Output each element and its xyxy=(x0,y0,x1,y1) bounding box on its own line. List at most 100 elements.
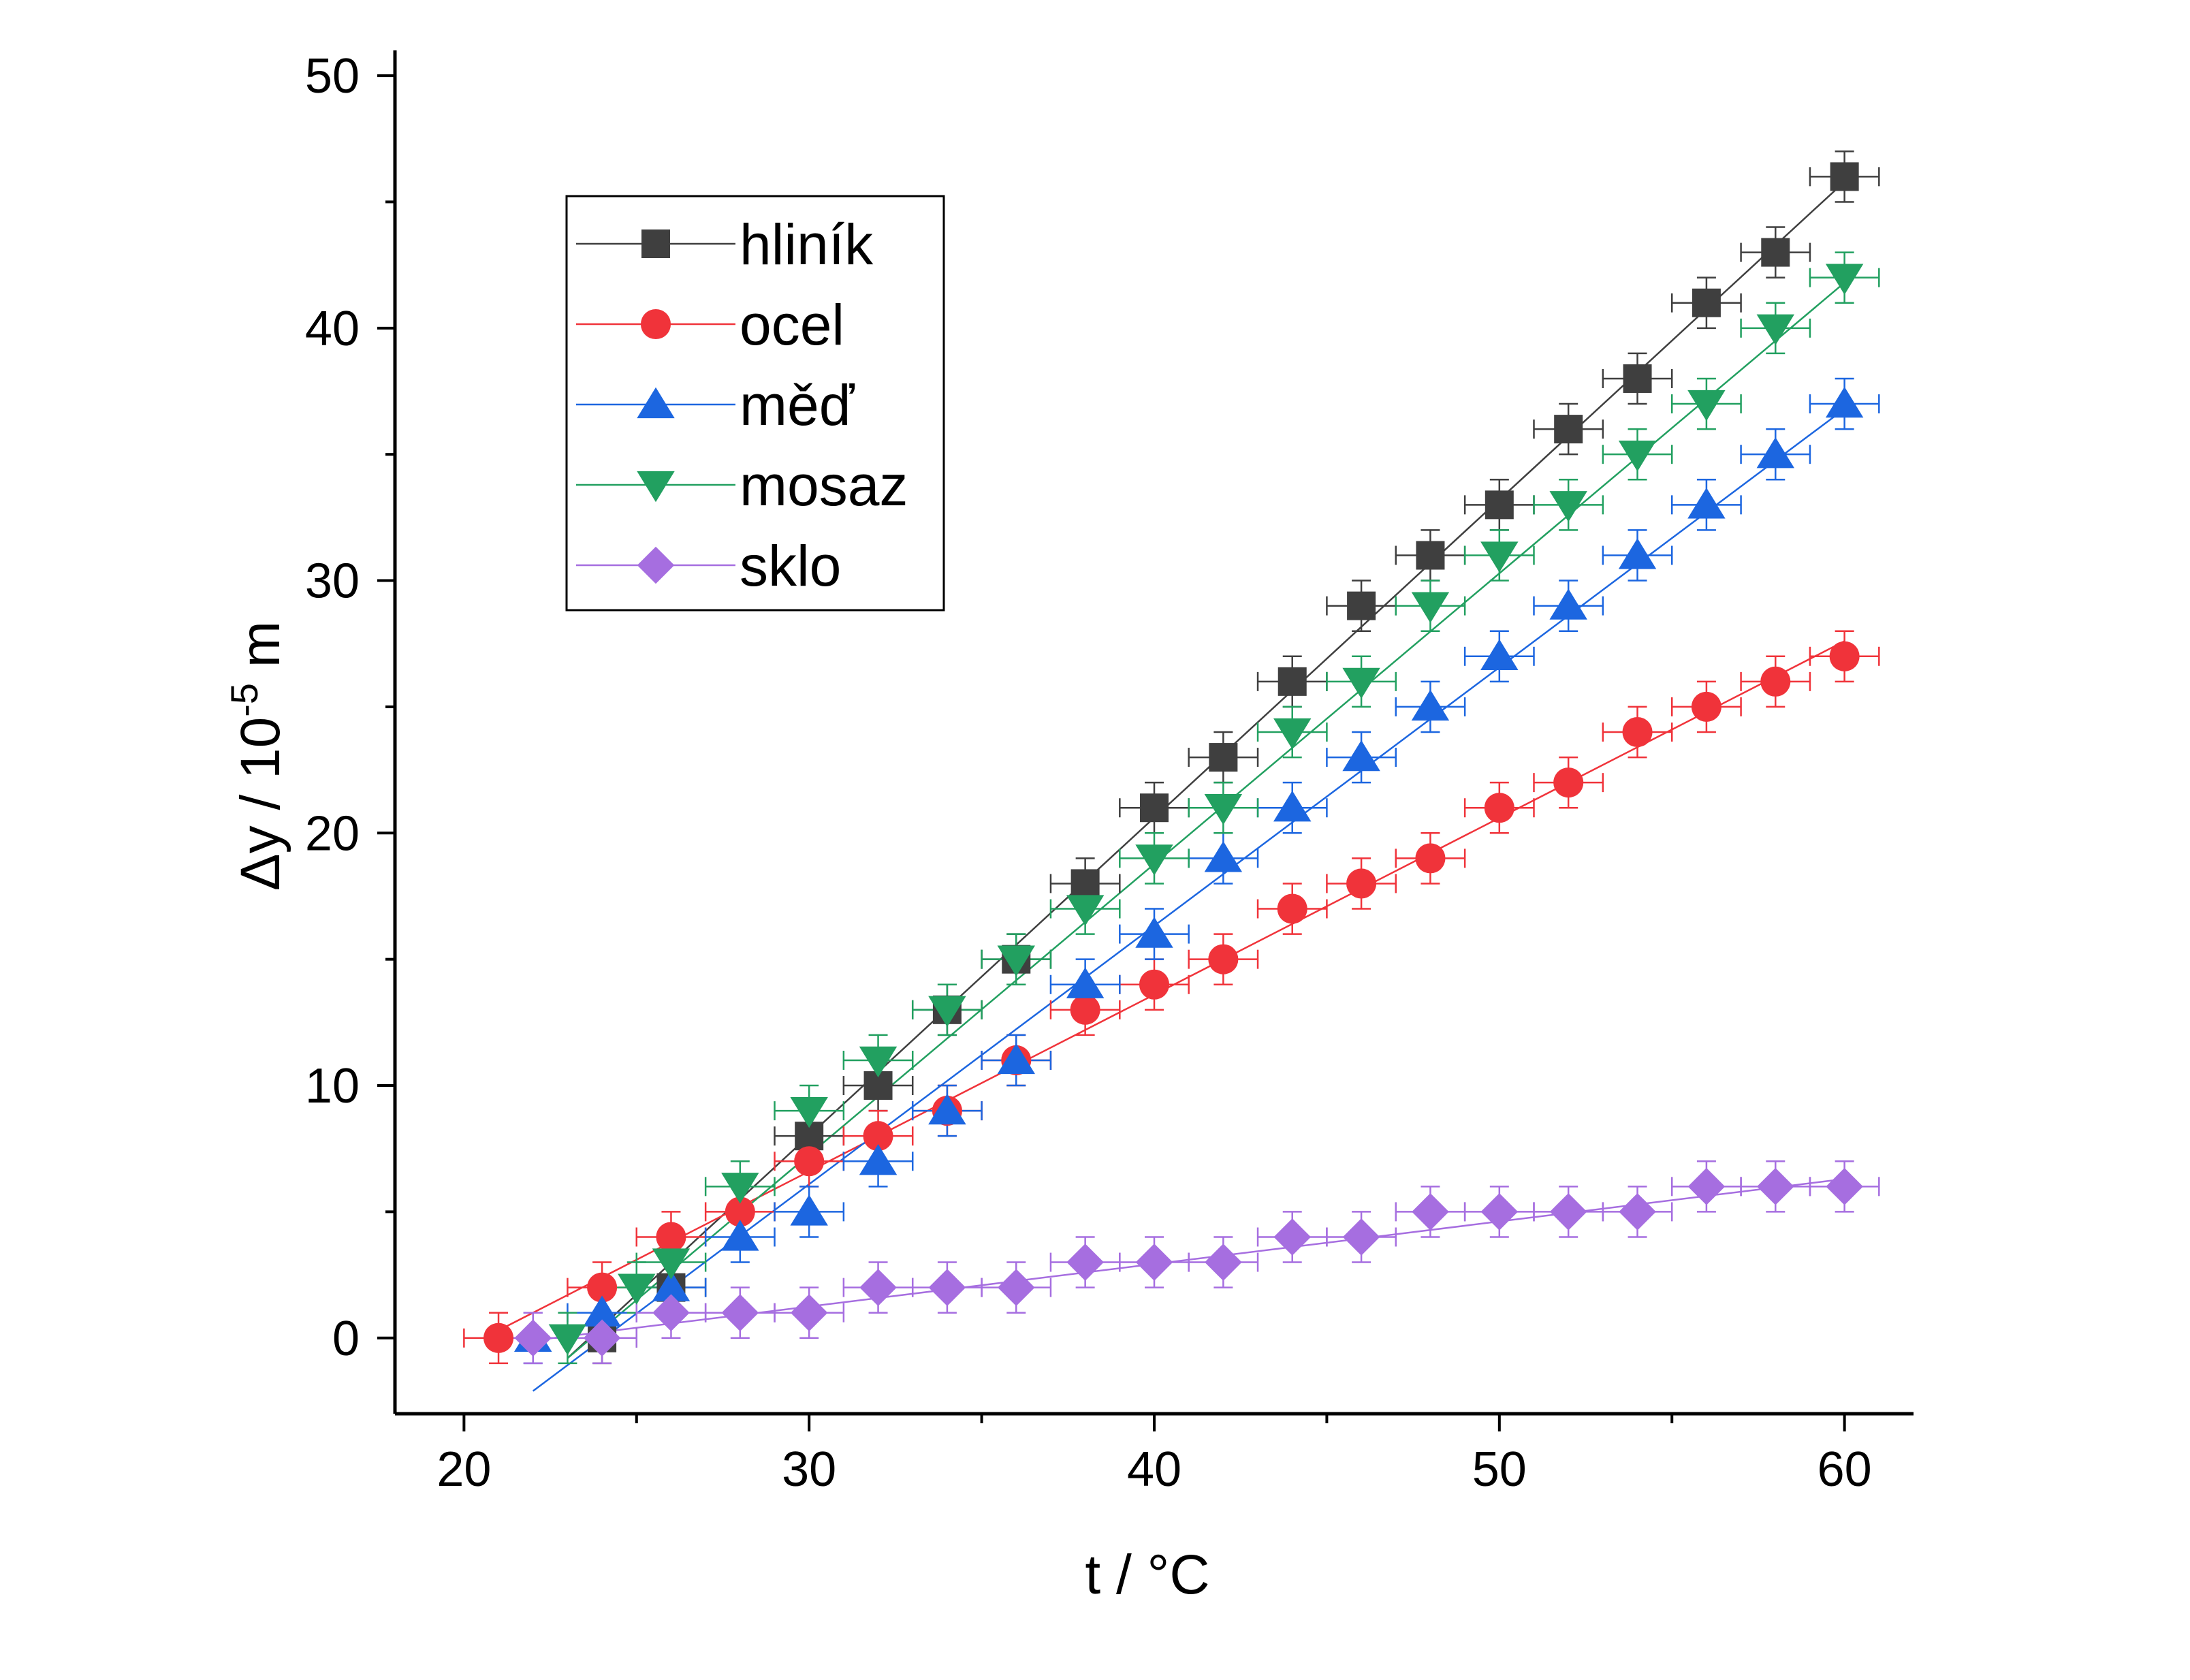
data-point xyxy=(1139,969,1170,1000)
data-point xyxy=(652,1294,690,1332)
x-tick-label: 60 xyxy=(1818,1442,1872,1497)
data-point xyxy=(1411,689,1450,721)
data-point xyxy=(928,1269,966,1306)
data-point xyxy=(1273,718,1312,750)
data-point xyxy=(1135,844,1173,876)
data-point xyxy=(859,1269,897,1306)
data-point xyxy=(1692,288,1721,317)
x-tick-label: 20 xyxy=(437,1442,491,1497)
x-tick-label: 30 xyxy=(782,1442,836,1497)
data-point xyxy=(1829,641,1860,671)
data-point xyxy=(721,1294,759,1332)
x-axis-label: t / °C xyxy=(1085,1544,1209,1606)
legend-marker xyxy=(637,387,675,419)
fit-line-1 xyxy=(498,640,1845,1331)
legend-marker xyxy=(641,229,670,258)
data-point xyxy=(1415,843,1446,874)
y-tick-label: 0 xyxy=(332,1312,360,1366)
y-tick-label: 20 xyxy=(305,806,360,861)
data-point xyxy=(1484,793,1514,823)
data-point xyxy=(1277,893,1307,924)
data-point xyxy=(514,1319,552,1357)
data-point xyxy=(790,1096,828,1128)
y-axis-label-unit: m xyxy=(229,621,291,683)
data-point xyxy=(548,1324,587,1355)
data-point xyxy=(1825,386,1864,418)
data-point xyxy=(1205,1243,1242,1281)
data-point xyxy=(863,1121,893,1152)
data-point xyxy=(1135,917,1173,948)
data-point xyxy=(1342,667,1380,699)
data-point xyxy=(1347,591,1376,620)
data-point xyxy=(721,1220,759,1251)
legend-marker xyxy=(640,308,671,340)
data-point xyxy=(1485,490,1514,520)
data-point xyxy=(1066,967,1105,998)
data-point xyxy=(1480,639,1519,670)
data-point xyxy=(997,1269,1035,1306)
data-point xyxy=(1209,743,1238,772)
data-point xyxy=(1687,488,1726,519)
data-point xyxy=(1825,264,1864,295)
data-point xyxy=(859,1046,898,1078)
data-point xyxy=(1208,944,1239,974)
data-point xyxy=(1204,794,1243,825)
data-point xyxy=(583,1295,621,1327)
data-point xyxy=(1756,314,1794,346)
data-point xyxy=(997,945,1035,977)
data-point xyxy=(1070,869,1100,898)
legend-marker xyxy=(637,471,675,503)
data-point xyxy=(1691,691,1721,722)
legend-label: sklo xyxy=(740,534,841,598)
data-point xyxy=(587,1272,618,1303)
data-point xyxy=(1204,841,1243,872)
data-point xyxy=(583,1319,621,1357)
data-point xyxy=(618,1273,656,1305)
axes: 20 30 40 50 60 0 10 20 30 40 50 t / °C Δy / 10-5 m xyxy=(223,49,1914,1606)
data-point xyxy=(1549,1193,1587,1231)
data-point xyxy=(1416,541,1445,570)
data-point xyxy=(652,1270,691,1301)
y-tick-label: 10 xyxy=(305,1059,360,1113)
data-point xyxy=(1756,437,1794,469)
y-tick-label: 30 xyxy=(305,554,360,609)
y-axis-label-main: Δy / 10 xyxy=(229,717,291,891)
y-tick-label: 40 xyxy=(305,302,360,356)
data-point xyxy=(1346,868,1377,899)
data-point xyxy=(1066,895,1105,926)
y-axis-label: Δy / 10-5 m xyxy=(223,621,291,891)
data-point xyxy=(1273,1218,1312,1256)
data-point xyxy=(1687,390,1726,422)
legend-label: hliník xyxy=(740,212,874,276)
legend-marker xyxy=(637,546,675,584)
data-point xyxy=(997,1043,1035,1075)
x-tick-label: 50 xyxy=(1472,1442,1527,1497)
legend-box xyxy=(565,195,945,612)
data-point xyxy=(1622,716,1653,748)
legend: hliník ocel měď mosaz sklo xyxy=(565,195,945,612)
data-point xyxy=(1070,994,1100,1025)
legend-label: mosaz xyxy=(740,454,908,518)
data-point xyxy=(721,1173,759,1204)
data-point xyxy=(1618,441,1657,472)
data-point xyxy=(1761,238,1790,267)
data-point xyxy=(790,1294,828,1332)
data-point xyxy=(790,1194,828,1226)
data-point xyxy=(1618,538,1657,569)
data-point xyxy=(928,996,966,1028)
data-point xyxy=(1826,1168,1863,1205)
error-bar xyxy=(1602,352,1673,405)
data-point xyxy=(1480,1193,1519,1231)
data-point xyxy=(1549,491,1587,522)
data-point xyxy=(859,1144,898,1175)
data-point xyxy=(1411,592,1450,623)
data-markers xyxy=(483,162,1864,1357)
y-axis-label-exponent: -5 xyxy=(223,683,266,717)
data-point xyxy=(1140,793,1169,823)
data-point xyxy=(1830,162,1859,191)
data-point xyxy=(794,1146,825,1177)
data-point xyxy=(1480,541,1519,573)
data-point xyxy=(656,1222,686,1252)
data-point xyxy=(1135,1243,1173,1281)
